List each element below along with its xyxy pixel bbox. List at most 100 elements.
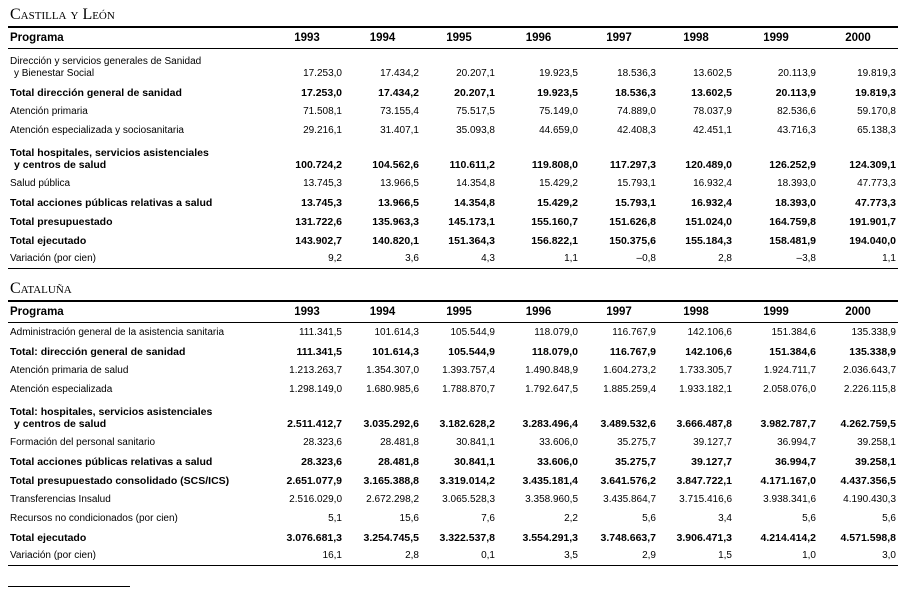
cell-value: 18.536,3 bbox=[617, 67, 656, 79]
cell-value: 101.614,3 bbox=[374, 326, 420, 338]
table-row: Administración general de la asistencia … bbox=[8, 323, 898, 342]
cell-value: 1.298.149,0 bbox=[289, 383, 342, 395]
cell-value: 2.058.076,0 bbox=[763, 383, 816, 395]
table-row: Transferencias Insalud 2.516.029,0 2.672.2… bbox=[8, 490, 898, 509]
label-line: Total: hospitales, servicios asistencial… bbox=[10, 405, 213, 418]
cell-value: 3.254.745,5 bbox=[363, 531, 419, 544]
cell-value: 15.429,2 bbox=[537, 196, 578, 209]
cell-value: 150.375,6 bbox=[609, 234, 656, 247]
cell-value: 17.434,2 bbox=[380, 67, 419, 79]
cell-value: 3,5 bbox=[564, 550, 578, 561]
cell-value: 75.149,0 bbox=[539, 105, 578, 117]
cell-value: 35.275,7 bbox=[615, 455, 656, 468]
column-header: 1998 bbox=[683, 306, 709, 318]
cell-value: 126.252,9 bbox=[769, 158, 816, 171]
table-row: Dirección y servicios generales de Sanid… bbox=[8, 49, 898, 83]
cell-value: 2.672.298,2 bbox=[366, 493, 419, 505]
table-row: Total presupuestado consolidado (SCS/ICS… bbox=[8, 471, 898, 490]
column-header: 1994 bbox=[369, 306, 396, 318]
cell-value: 3.906.471,3 bbox=[676, 531, 732, 544]
cell-value: 3,4 bbox=[718, 512, 732, 524]
cell-value: 142.106,6 bbox=[687, 326, 733, 338]
row-label: Total acciones públicas relativas a salu… bbox=[8, 193, 270, 212]
row-label: Transferencias Insalud bbox=[8, 490, 270, 509]
cell-value: 13.602,5 bbox=[691, 86, 732, 99]
cell-value: 2,8 bbox=[405, 550, 419, 561]
table-header: Programa 1993 1994 1995 1996 1997 1998 1999 2000 bbox=[8, 301, 898, 323]
column-header: 1997 bbox=[606, 306, 632, 318]
cell-value: 20.207,1 bbox=[456, 67, 495, 79]
cell-value: 118.079,0 bbox=[534, 326, 578, 338]
row-label: Administración general de la asistencia … bbox=[8, 323, 270, 342]
cell-value: 3,6 bbox=[405, 253, 419, 264]
row-label: Total dirección general de sanidad bbox=[8, 83, 270, 102]
cell-value: 5,6 bbox=[802, 512, 816, 524]
cell-value: 145.173,1 bbox=[448, 215, 495, 228]
cell-value: 65.138,3 bbox=[857, 124, 896, 136]
label-line: Atención especializada bbox=[10, 383, 113, 395]
row-label: Total ejecutado bbox=[8, 528, 270, 547]
cell-value: 82.536,6 bbox=[777, 105, 816, 117]
header-row: Programa 1993 1994 1995 1996 1997 1998 1999 2000 bbox=[8, 301, 898, 323]
cell-value: 2,2 bbox=[564, 512, 578, 524]
cell-value: 47.773,3 bbox=[855, 196, 896, 209]
cell-value: 120.489,0 bbox=[685, 158, 732, 171]
cell-value: 9,2 bbox=[328, 253, 342, 264]
cell-value: 7,6 bbox=[481, 512, 495, 524]
cell-value: 118.079,0 bbox=[531, 345, 578, 358]
cell-value: 13.966,5 bbox=[378, 196, 419, 209]
cell-value: 3.938.341,6 bbox=[763, 493, 816, 505]
label-line: Total dirección general de sanidad bbox=[10, 86, 182, 99]
cell-value: 19.819,3 bbox=[855, 86, 896, 99]
cell-value: 1.354.307,0 bbox=[366, 364, 419, 376]
table-row: Total acciones públicas relativas a salu… bbox=[8, 452, 898, 471]
cell-value: 1.788.870,7 bbox=[442, 383, 495, 395]
table-row: Total: dirección general de sanidad 111.3… bbox=[8, 342, 898, 361]
label-line: Salud pública bbox=[10, 177, 71, 189]
row-label: Formación del personal sanitario bbox=[8, 433, 270, 452]
cell-value: 1.933.182,1 bbox=[679, 383, 732, 395]
cell-value: 13.966,5 bbox=[380, 177, 419, 189]
table-row: Atención primaria de salud 1.213.263,7 1.3… bbox=[8, 361, 898, 380]
cell-value: 3.035.292,6 bbox=[363, 417, 419, 430]
cell-value: 36.994,7 bbox=[777, 436, 816, 448]
label-line: Administración general de la asistencia … bbox=[10, 326, 225, 338]
cell-value: –0,8 bbox=[636, 253, 656, 264]
cell-value: 17.253,0 bbox=[301, 86, 342, 99]
cell-value: 1.393.757,4 bbox=[442, 364, 495, 376]
cell-value: 2.511.412,7 bbox=[287, 417, 342, 430]
data-table: Programa 1993 1994 1995 1996 1997 1998 1999 2000… bbox=[8, 300, 898, 566]
table-body: Dirección y servicios generales de Sanid… bbox=[8, 49, 898, 269]
column-header: 1995 bbox=[446, 32, 472, 44]
cell-value: 3.283.496,4 bbox=[522, 417, 578, 430]
data-table: Programa 1993 1994 1995 1996 1997 1998 1999 2000… bbox=[8, 26, 898, 269]
cell-value: 20.113,9 bbox=[775, 86, 816, 99]
column-header: 1993 bbox=[294, 32, 320, 44]
cell-value: 2.516.029,0 bbox=[289, 493, 342, 505]
cell-value: 13.745,3 bbox=[301, 196, 342, 209]
cell-value: 1.885.259,4 bbox=[603, 383, 656, 395]
column-header: Programa bbox=[10, 32, 64, 44]
cell-value: 13.745,3 bbox=[303, 177, 342, 189]
row-label: Total: hospitales, servicios asistencial… bbox=[8, 399, 270, 433]
cell-value: 135.963,3 bbox=[372, 215, 419, 228]
cell-value: 78.037,9 bbox=[693, 105, 732, 117]
cell-value: 28.481,8 bbox=[378, 455, 419, 468]
cell-value: 18.393,0 bbox=[777, 177, 816, 189]
table-row: Formación del personal sanitario 28.323,6… bbox=[8, 433, 898, 452]
cell-value: 2,8 bbox=[718, 253, 732, 264]
cell-value: 151.626,8 bbox=[609, 215, 656, 228]
row-label: Total ejecutado bbox=[8, 231, 270, 250]
cell-value: 2.226.115,8 bbox=[843, 383, 896, 395]
cell-value: 17.253,0 bbox=[303, 67, 342, 79]
column-header: 1996 bbox=[525, 306, 552, 318]
cell-value: 1,1 bbox=[564, 253, 578, 264]
table-row: Total ejecutado 3.076.681,3 3.254.745,5 3.3… bbox=[8, 528, 898, 547]
label-line: Recursos no condicionados (por cien) bbox=[10, 512, 178, 524]
cell-value: 135.338,9 bbox=[849, 345, 896, 358]
cell-value: 36.994,7 bbox=[775, 455, 816, 468]
cell-value: 30.841,1 bbox=[454, 455, 495, 468]
cell-value: 3.847.722,1 bbox=[676, 474, 732, 487]
cell-value: 151.384,6 bbox=[771, 326, 817, 338]
cell-value: 131.722,6 bbox=[295, 215, 342, 228]
